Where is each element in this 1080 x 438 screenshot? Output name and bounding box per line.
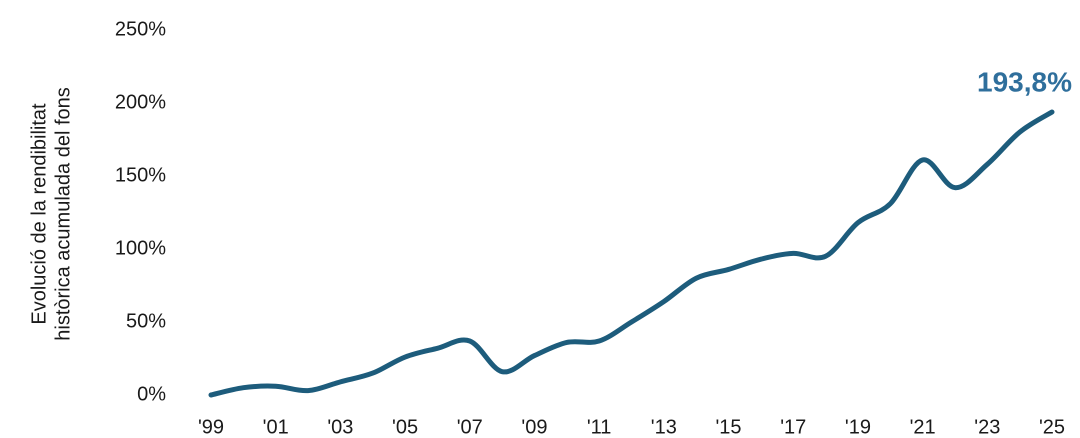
x-tick-label: '21 (910, 416, 936, 438)
x-tick-label: '19 (845, 416, 871, 438)
x-tick-label: '01 (263, 416, 289, 438)
y-tick-label: 200% (115, 91, 166, 113)
x-tick-label: '15 (715, 416, 741, 438)
x-tick-label: '11 (587, 416, 612, 438)
y-tick-label: 100% (115, 237, 166, 259)
x-tick-label: '05 (392, 416, 418, 438)
x-tick-label: '13 (651, 416, 677, 438)
y-tick-label: 150% (115, 164, 166, 186)
x-tick-label: '23 (974, 416, 1000, 438)
x-tick-label: '17 (780, 416, 806, 438)
x-tick-label: '03 (327, 416, 353, 438)
x-tick-label: '09 (521, 416, 547, 438)
y-tick-label: 0% (137, 383, 166, 405)
x-tick-label: '07 (457, 416, 483, 438)
y-axis-label: Evolució de la rendibilitat (28, 103, 50, 325)
y-tick-label: 250% (115, 18, 166, 40)
x-tick-label: '25 (1039, 416, 1065, 438)
x-tick-label: '99 (198, 416, 224, 438)
y-tick-label: 50% (126, 310, 166, 332)
y-axis-label: històrica acumulada del fons (52, 87, 74, 340)
value-label: 193,8% (977, 66, 1072, 97)
line (208, 109, 1055, 398)
